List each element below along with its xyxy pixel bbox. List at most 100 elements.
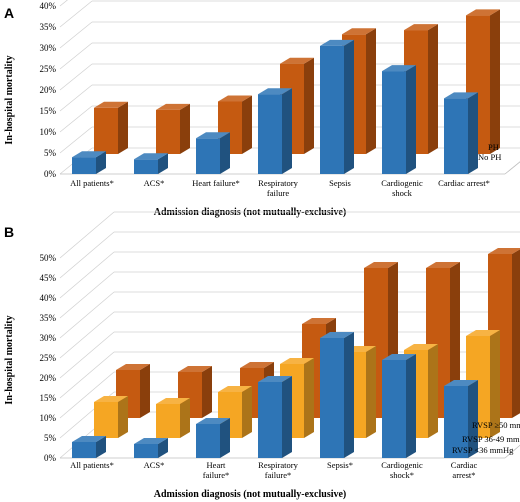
series-label: PH <box>488 142 499 152</box>
y-tick-label: 25% <box>40 64 57 74</box>
bar-front <box>94 107 118 154</box>
bar-front <box>382 71 406 174</box>
series-label: RVSP <36 mmHg <box>452 445 514 455</box>
bar-side <box>180 103 190 154</box>
bar-top <box>342 28 376 35</box>
bar-side <box>242 95 252 154</box>
bar-top <box>488 248 520 254</box>
bar-side <box>282 376 292 458</box>
bar-rvsp-36-mmhg-0 <box>72 436 106 458</box>
bar-top <box>94 396 128 402</box>
bar-front <box>72 157 96 174</box>
gridline-side <box>59 331 115 379</box>
bar-no-ph-4 <box>320 39 354 175</box>
y-tick-label: 40% <box>40 293 57 303</box>
x-tick-line: Heart failure* <box>192 178 239 188</box>
bar-side <box>202 366 212 418</box>
x-tick-label: Respiratory failure <box>258 178 298 198</box>
bar-no-ph-6 <box>444 92 478 174</box>
y-tick-label: 15% <box>40 106 57 116</box>
bar-ph-0 <box>94 101 128 154</box>
gridline-side <box>59 231 115 279</box>
x-tick-line: Cardiac <box>451 460 478 470</box>
bar-no-ph-0 <box>72 151 106 174</box>
y-tick-label: 20% <box>40 85 57 95</box>
gridline-side <box>59 21 93 49</box>
bar-rvsp-36-mmhg-2 <box>196 418 230 458</box>
y-tick-label: 5% <box>44 148 57 158</box>
bar-rvsp-36-mmhg-3 <box>258 376 292 458</box>
gridline-side <box>59 105 93 133</box>
bar-top <box>72 151 106 158</box>
x-tick-line: failure <box>267 188 289 198</box>
bar-front <box>94 402 118 438</box>
bar-side <box>512 249 520 418</box>
x-tick-label: Sepsis <box>329 178 351 188</box>
depth-axis-line <box>504 161 520 175</box>
depth-axis-line <box>504 444 520 459</box>
x-tick-line: Cardiac arrest* <box>438 178 490 188</box>
bar-front <box>320 338 344 458</box>
gridline-side <box>59 42 93 70</box>
x-tick-line: Cardiogenic <box>381 460 423 470</box>
x-tick-label: ACS* <box>144 460 165 470</box>
bar-front <box>156 404 180 438</box>
bar-top <box>258 88 292 95</box>
bar-top <box>364 262 398 268</box>
bar-front <box>444 98 468 174</box>
x-tick-label: Heart failure* <box>203 460 229 480</box>
bar-top <box>466 9 500 16</box>
y-tick-label: 10% <box>40 413 57 423</box>
y-tick-label: 30% <box>40 43 57 53</box>
x-tick-label: Respiratory failure* <box>258 460 298 480</box>
bar-front <box>196 424 220 458</box>
bar-side <box>406 354 416 458</box>
x-tick-label: Sepsis* <box>327 460 353 470</box>
bar-top <box>280 358 314 364</box>
gridline-side <box>59 0 68 7</box>
bar-front <box>382 360 406 458</box>
y-tick-label: 10% <box>40 127 57 137</box>
bar-rvsp-36-mmhg-5 <box>382 354 416 458</box>
y-tick-label: 25% <box>40 353 57 363</box>
bar-side <box>118 101 128 154</box>
x-tick-line: arrest* <box>452 470 475 480</box>
x-tick-line: All patients* <box>70 460 114 470</box>
bar-rvsp-36-mmhg-1 <box>134 438 168 458</box>
series-label: RVSP ≥50 mmHg <box>472 420 520 430</box>
bar-top <box>72 436 106 442</box>
gridline-side <box>59 371 115 419</box>
y-tick-label: 0% <box>44 169 57 179</box>
bar-side <box>304 57 314 155</box>
panel-label: A <box>4 5 14 21</box>
bar-side <box>428 344 438 438</box>
x-tick-line: failure* <box>203 470 229 480</box>
gridline-side <box>59 271 115 319</box>
bar-front <box>196 138 220 174</box>
bar-rvsp-36-49-mmhg-1 <box>156 398 190 438</box>
bar-top <box>196 418 230 424</box>
bar-top <box>302 318 336 324</box>
gridline-side <box>59 291 115 339</box>
bar-top <box>320 332 354 338</box>
bar-side <box>158 153 168 174</box>
y-tick-label: 15% <box>40 393 57 403</box>
bar-no-ph-3 <box>258 88 292 174</box>
x-tick-line: failure* <box>265 470 291 480</box>
y-tick-label: 5% <box>44 433 57 443</box>
bar-side <box>468 92 478 174</box>
bar-side <box>220 132 230 174</box>
bar-front <box>320 45 344 175</box>
y-tick-label: 40% <box>40 1 57 11</box>
bar-top <box>444 380 478 386</box>
bar-top <box>156 103 190 110</box>
y-tick-label: 45% <box>40 273 57 283</box>
x-tick-line: ACS* <box>144 178 165 188</box>
x-tick-line: Sepsis* <box>327 460 353 470</box>
x-tick-label: Heart failure* <box>192 178 239 188</box>
chart-panel-b: B 0% 5% 10% 15% 20% 25% 30% 35% 40% 45% 50% In-hospi… <box>4 211 520 500</box>
bar-side <box>118 396 128 438</box>
panel-label: B <box>4 224 14 240</box>
bar-side <box>468 380 478 458</box>
